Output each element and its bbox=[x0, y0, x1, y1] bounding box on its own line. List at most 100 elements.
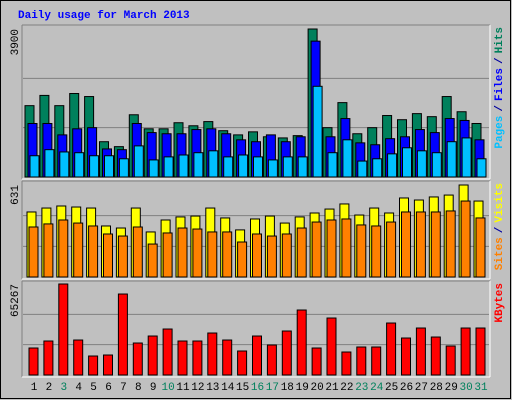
legend-separator: / bbox=[494, 105, 506, 112]
legend-entry: Visits bbox=[494, 183, 506, 223]
bar bbox=[475, 327, 486, 376]
bar bbox=[193, 152, 204, 178]
bar bbox=[104, 155, 114, 178]
x-tick-label: 22 bbox=[340, 382, 353, 394]
x-tick-label: 21 bbox=[325, 382, 339, 394]
legend-entry: Files bbox=[494, 68, 506, 101]
bar bbox=[387, 153, 398, 178]
bar bbox=[117, 293, 128, 376]
bar bbox=[148, 159, 159, 178]
bar bbox=[326, 317, 337, 376]
bar bbox=[372, 158, 383, 178]
bar bbox=[73, 222, 84, 278]
x-tick-label: 23 bbox=[355, 382, 368, 394]
y-tick-label: 3900 bbox=[10, 29, 22, 55]
bar bbox=[311, 221, 322, 278]
bar bbox=[207, 332, 218, 376]
x-tick-label: 27 bbox=[415, 382, 428, 394]
bar bbox=[238, 154, 249, 178]
x-tick-label: 12 bbox=[191, 382, 204, 394]
x-tick-label: 10 bbox=[161, 382, 174, 394]
x-tick-label: 11 bbox=[176, 382, 190, 394]
bar bbox=[58, 283, 69, 376]
y-tick-label: 631 bbox=[10, 185, 22, 205]
bar bbox=[401, 337, 411, 376]
bar bbox=[223, 156, 234, 178]
x-tick-label: 30 bbox=[459, 382, 472, 394]
bar bbox=[266, 235, 277, 278]
bar bbox=[44, 149, 55, 178]
bar bbox=[192, 228, 203, 278]
bar bbox=[386, 322, 397, 376]
legend-entry: Pages bbox=[494, 116, 506, 149]
bar bbox=[207, 231, 218, 278]
bar bbox=[253, 156, 263, 178]
x-tick-label: 17 bbox=[266, 382, 279, 394]
bar bbox=[415, 211, 426, 278]
bar bbox=[118, 158, 129, 178]
bar bbox=[43, 340, 54, 376]
bar bbox=[162, 232, 173, 278]
bar bbox=[132, 342, 143, 376]
bar bbox=[281, 233, 292, 278]
x-tick-label: 13 bbox=[206, 382, 219, 394]
x-tick-label: 19 bbox=[296, 382, 309, 394]
bar bbox=[460, 200, 471, 278]
x-tick-label: 1 bbox=[31, 382, 38, 394]
x-tick-label: 8 bbox=[135, 382, 142, 394]
bar bbox=[430, 336, 441, 376]
bar bbox=[103, 233, 113, 278]
bar bbox=[402, 147, 412, 178]
x-tick-label: 28 bbox=[430, 382, 443, 394]
bar bbox=[252, 233, 262, 278]
bar bbox=[356, 346, 367, 376]
x-tick-label: 18 bbox=[281, 382, 294, 394]
bar bbox=[177, 227, 188, 278]
bar bbox=[237, 350, 248, 376]
x-tick-label: 15 bbox=[236, 382, 249, 394]
x-tick-label: 7 bbox=[120, 382, 127, 394]
legend-entry: Sites bbox=[494, 237, 506, 270]
bar bbox=[222, 231, 233, 278]
chart-title: Daily usage for March 2013 bbox=[18, 10, 190, 22]
bar bbox=[132, 226, 143, 278]
bar bbox=[296, 227, 307, 278]
bar bbox=[342, 139, 353, 178]
legend-separator: / bbox=[494, 226, 506, 233]
x-tick-label: 5 bbox=[90, 382, 97, 394]
x-tick-label: 26 bbox=[400, 382, 413, 394]
bar bbox=[311, 347, 322, 376]
legend-separator: / bbox=[494, 57, 506, 64]
bar bbox=[357, 160, 368, 178]
bar bbox=[162, 328, 173, 376]
bar bbox=[29, 155, 40, 178]
bar bbox=[208, 150, 219, 178]
bar bbox=[192, 340, 203, 376]
bar bbox=[431, 152, 442, 178]
bar bbox=[297, 156, 308, 178]
x-tick-label: 3 bbox=[60, 382, 67, 394]
bar bbox=[89, 155, 100, 178]
bar bbox=[59, 151, 70, 178]
bar bbox=[430, 211, 441, 278]
x-tick-label: 24 bbox=[370, 382, 384, 394]
y-tick-label: 65267 bbox=[10, 284, 22, 317]
bar bbox=[28, 226, 39, 278]
bar bbox=[460, 327, 471, 376]
bar bbox=[371, 346, 382, 376]
bar bbox=[73, 339, 84, 376]
bar bbox=[237, 241, 248, 278]
bar bbox=[88, 355, 99, 376]
x-tick-label: 25 bbox=[385, 382, 398, 394]
bar bbox=[445, 210, 456, 278]
bar bbox=[103, 354, 113, 376]
bar bbox=[163, 156, 174, 178]
bar bbox=[445, 345, 456, 376]
bar bbox=[58, 219, 69, 278]
bar bbox=[117, 235, 128, 278]
bar bbox=[177, 340, 188, 376]
x-tick-label: 14 bbox=[221, 382, 235, 394]
bar bbox=[326, 219, 337, 278]
